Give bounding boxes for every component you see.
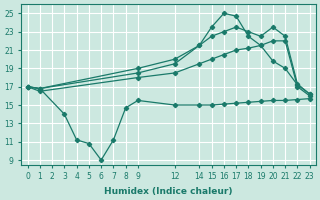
X-axis label: Humidex (Indice chaleur): Humidex (Indice chaleur) — [104, 187, 233, 196]
